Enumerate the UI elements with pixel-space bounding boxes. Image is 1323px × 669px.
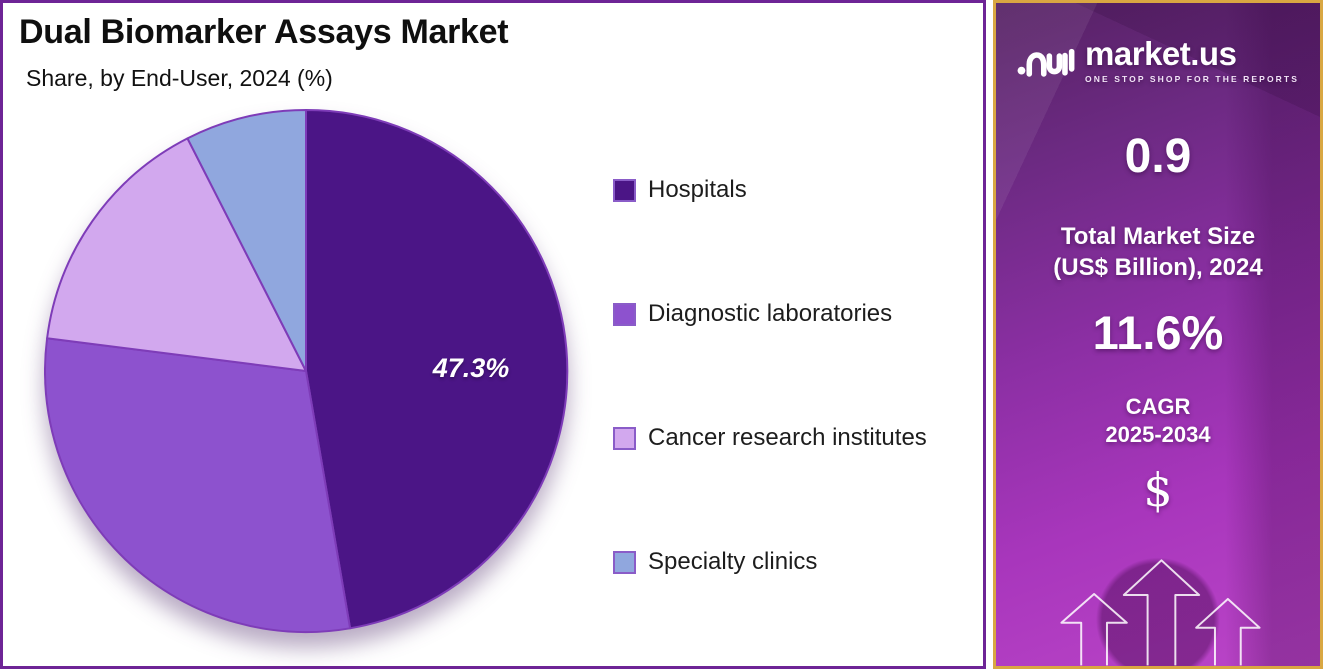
legend-swatch	[613, 426, 636, 450]
growth-arrows-icon	[1060, 559, 1261, 666]
logo-text: market.us ONE STOP SHOP FOR THE REPORTS	[1085, 37, 1299, 84]
pie-slice-cancer-research-institutes	[46, 137, 307, 372]
cagr-value: 11.6%	[1092, 306, 1224, 359]
legend-swatch	[613, 178, 636, 202]
page-title: Dual Biomarker Assays Market	[19, 13, 509, 51]
pie-chart	[44, 108, 569, 634]
brand-sidebar: market.us ONE STOP SHOP FOR THE REPORTS …	[993, 0, 1323, 669]
legend-swatch	[613, 550, 636, 574]
dollar-sign-icon: $	[1143, 463, 1173, 517]
legend-label: Specialty clinics	[648, 548, 818, 575]
marketus-logo-icon	[1017, 48, 1075, 77]
market-size-value: 0.9	[1124, 130, 1192, 183]
logo: market.us ONE STOP SHOP FOR THE REPORTS	[996, 33, 1320, 87]
market-size-label: Total Market Size (US$ Billion), 2024	[996, 221, 1320, 283]
chart-panel: Dual Biomarker Assays Market Share, by E…	[0, 0, 986, 669]
pie-slice-diagnostic-laboratories	[44, 337, 352, 634]
market-size-label-line1: Total Market Size	[1060, 223, 1256, 250]
legend-label: Diagnostic laboratories	[648, 300, 893, 327]
cagr-label: CAGR 2025-2034	[996, 393, 1320, 449]
legend-item: Specialty clinics	[613, 548, 927, 576]
legend-label: Cancer research institutes	[648, 424, 927, 451]
cagr-label-line2: 2025-2034	[1105, 422, 1211, 447]
pie-slice-value-label: 47.3%	[432, 353, 510, 383]
brand-name: market.us	[1085, 34, 1237, 72]
legend-swatch	[613, 302, 636, 326]
legend-item: Hospitals	[613, 176, 927, 204]
pie-slice-hospitals	[305, 109, 569, 630]
legend: Hospitals Diagnostic laboratories Cancer r…	[613, 176, 927, 576]
brand-tagline: ONE STOP SHOP FOR THE REPORTS	[1085, 73, 1299, 84]
legend-item: Cancer research institutes	[613, 424, 927, 452]
chart-subtitle: Share, by End-User, 2024 (%)	[26, 65, 333, 91]
cagr-label-line1: CAGR	[1125, 394, 1191, 419]
market-size-label-line2: (US$ Billion), 2024	[1053, 254, 1263, 281]
pie-slice-specialty-clinics	[186, 108, 307, 372]
legend-label: Hospitals	[648, 176, 747, 203]
legend-item: Diagnostic laboratories	[613, 300, 927, 328]
